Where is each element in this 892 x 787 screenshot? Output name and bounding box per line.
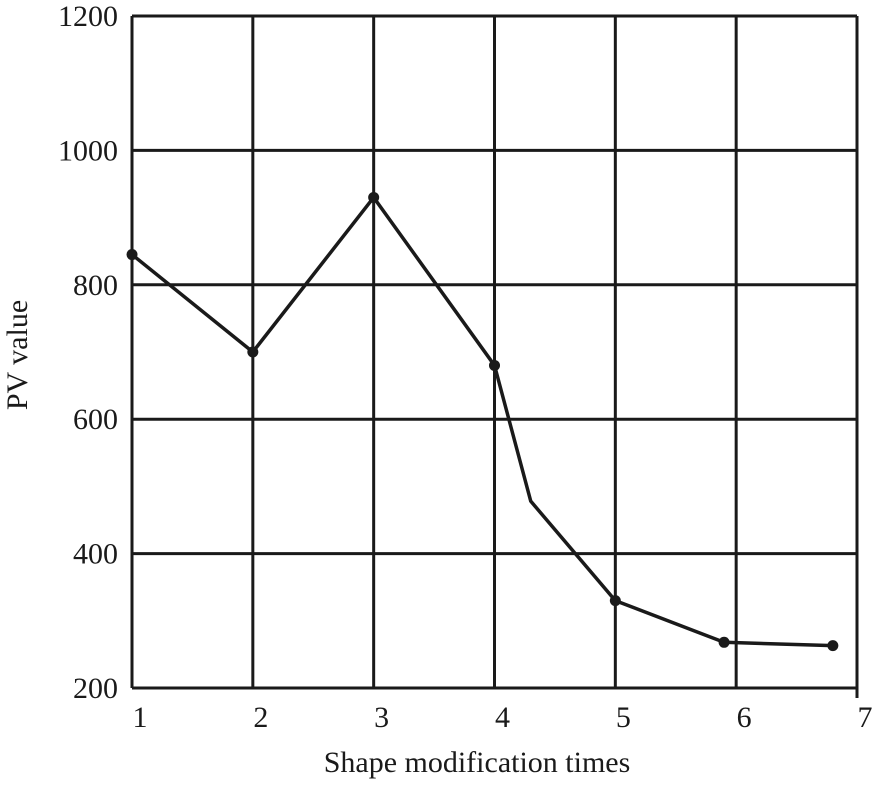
data-point — [827, 640, 839, 652]
tick-labels: 200 400 600 800 1000 1200 1 2 3 4 5 6 7 — [58, 0, 873, 734]
series-line — [130, 194, 833, 648]
x-tick-label: 2 — [253, 701, 268, 734]
y-tick-label: 400 — [73, 538, 118, 571]
y-tick-label: 1000 — [58, 134, 118, 167]
data-point — [609, 595, 621, 607]
x-tick-label: 5 — [616, 701, 631, 734]
data-point — [247, 346, 259, 358]
y-tick-label: 200 — [73, 672, 118, 705]
x-axis-title: Shape modification times — [324, 746, 631, 779]
y-tick-label: 800 — [73, 269, 118, 302]
x-tick-label: 6 — [737, 701, 752, 734]
grid — [130, 14, 859, 698]
y-tick-label: 1200 — [58, 0, 118, 33]
y-tick-label: 600 — [73, 403, 118, 436]
x-tick-label: 1 — [133, 701, 148, 734]
x-tick-label: 7 — [858, 701, 873, 734]
data-point — [126, 249, 138, 261]
x-tick-label: 3 — [374, 701, 389, 734]
y-axis-title: PV value — [1, 300, 34, 410]
series-layer — [126, 191, 839, 652]
data-point — [718, 636, 730, 648]
x-tick-label: 4 — [495, 701, 510, 734]
data-point — [368, 191, 380, 203]
data-point — [489, 359, 500, 371]
